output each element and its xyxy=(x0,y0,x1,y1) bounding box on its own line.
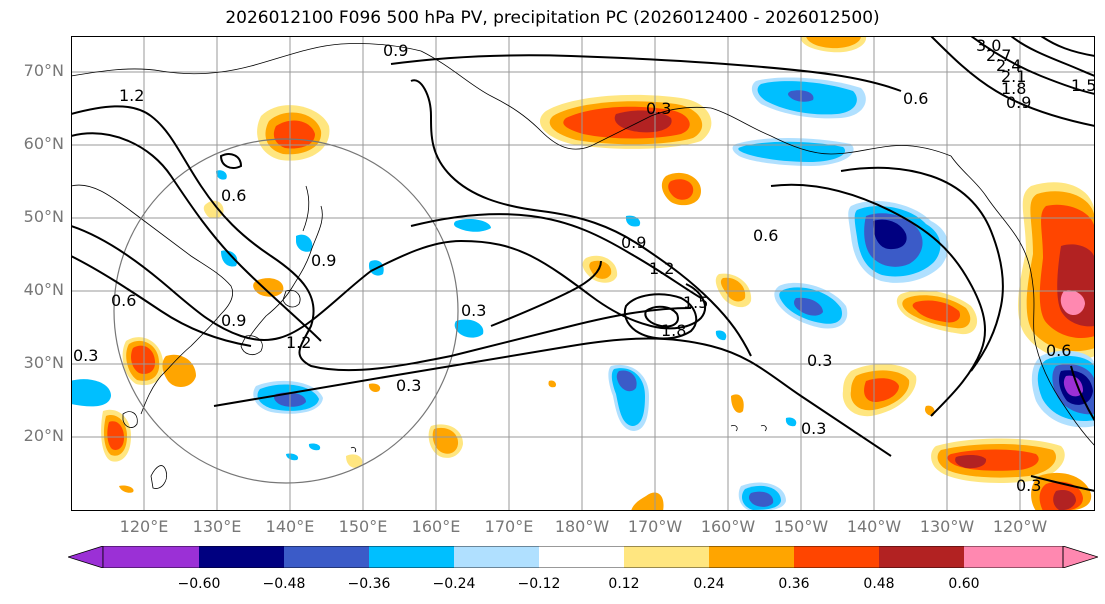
pv-label: 1.8 xyxy=(661,321,686,340)
colorbar-tick: −0.36 xyxy=(347,576,391,592)
pv-label: 1.2 xyxy=(119,86,144,105)
lon-label-170e: 170°E xyxy=(484,517,534,536)
pv-contour-labels: 0.9 0.6 0.9 0.6 0.3 0.3 0.9 1.2 1.5 1.8 … xyxy=(73,36,1096,495)
colorbar-bin xyxy=(709,546,794,568)
colorbar-bin xyxy=(964,546,1063,568)
colorbar-extend-high xyxy=(1062,546,1098,568)
colorbar-tick: −0.24 xyxy=(432,576,476,592)
colorbar-tick: 0.12 xyxy=(608,576,640,592)
pv-label: 1.2 xyxy=(286,333,311,352)
colorbar-tick: −0.60 xyxy=(177,576,221,592)
colorbar-tick: 0.24 xyxy=(693,576,725,592)
colorbar-tick: −0.12 xyxy=(517,576,561,592)
lon-label-180w: 180°W xyxy=(554,517,610,536)
range-ring xyxy=(113,138,459,484)
colorbar-bin xyxy=(539,546,624,568)
colorbar-tick: −0.48 xyxy=(262,576,306,592)
colorbar-bin xyxy=(454,546,539,568)
map-area: 0.9 0.6 0.9 0.6 0.3 0.3 0.9 1.2 1.5 1.8 … xyxy=(70,35,1096,511)
map-title: 2026012100 F096 500 hPa PV, precipitatio… xyxy=(225,8,880,28)
precip-positive-shading xyxy=(101,36,1095,511)
colorbar-bin xyxy=(369,546,454,568)
pv-label: 0.9 xyxy=(1006,93,1031,112)
pv-label: 0.3 xyxy=(73,346,98,365)
lon-label-120w: 120°W xyxy=(992,517,1048,536)
lon-label-170w: 170°W xyxy=(627,517,683,536)
pv-label: 0.3 xyxy=(1016,476,1041,495)
pv-label: 0.6 xyxy=(903,89,928,108)
colorbar xyxy=(68,546,1098,568)
lon-label-150w: 150°W xyxy=(773,517,829,536)
pv-contours xyxy=(70,35,1096,492)
pv-label: 0.9 xyxy=(221,311,246,330)
colorbar-tick: 0.60 xyxy=(948,576,980,592)
pv-label: 0.6 xyxy=(1046,341,1071,360)
pv-label: 0.9 xyxy=(311,251,336,270)
pv-label: 0.6 xyxy=(111,291,136,310)
pv-label: 0.3 xyxy=(461,301,486,320)
lon-label-140e: 140°E xyxy=(265,517,315,536)
pv-label: 2.7 xyxy=(986,46,1011,65)
lat-label-50n: 50°N xyxy=(23,207,64,226)
colorbar-bin xyxy=(103,546,199,568)
pv-label: 1.5 xyxy=(683,293,708,312)
colorbar-bin xyxy=(624,546,709,568)
pv-label: 1.8 xyxy=(1001,79,1026,98)
lat-label-70n: 70°N xyxy=(23,61,64,80)
map-svg: 0.9 0.6 0.9 0.6 0.3 0.3 0.9 1.2 1.5 1.8 … xyxy=(70,35,1096,511)
pv-label: 0.6 xyxy=(221,186,246,205)
lon-label-130e: 130°E xyxy=(192,517,242,536)
colorbar-tick: 0.36 xyxy=(778,576,810,592)
colorbar-bin xyxy=(879,546,964,568)
pv-label: 2.4 xyxy=(996,56,1021,75)
pv-label: 2.1 xyxy=(1001,67,1026,86)
pv-label: 0.3 xyxy=(807,351,832,370)
lon-label-160e: 160°E xyxy=(411,517,461,536)
colorbar-bin xyxy=(794,546,879,568)
coastlines xyxy=(70,43,1096,489)
colorbar-bin xyxy=(284,546,369,568)
lon-label-120e: 120°E xyxy=(119,517,169,536)
pv-label: 0.9 xyxy=(383,41,408,60)
pv-label: 0.3 xyxy=(646,99,671,118)
pv-label: 1.2 xyxy=(649,259,674,278)
lat-label-40n: 40°N xyxy=(23,280,64,299)
colorbar-tick: 0.48 xyxy=(863,576,895,592)
lon-label-130w: 130°W xyxy=(919,517,975,536)
colorbar-extend-low xyxy=(68,546,104,568)
lon-label-160w: 160°W xyxy=(700,517,756,536)
lat-label-30n: 30°N xyxy=(23,353,64,372)
pv-label: 0.9 xyxy=(621,233,646,252)
pv-label: 0.3 xyxy=(396,376,421,395)
lat-label-20n: 20°N xyxy=(23,426,64,445)
lon-label-150e: 150°E xyxy=(338,517,388,536)
pv-label: 0.3 xyxy=(801,419,826,438)
lat-label-60n: 60°N xyxy=(23,134,64,153)
colorbar-bin xyxy=(199,546,284,568)
lon-label-140w: 140°W xyxy=(846,517,902,536)
pv-label: 3.0 xyxy=(976,36,1001,55)
pv-label: 1.5 xyxy=(1071,76,1095,95)
pv-label: 0.6 xyxy=(753,226,778,245)
